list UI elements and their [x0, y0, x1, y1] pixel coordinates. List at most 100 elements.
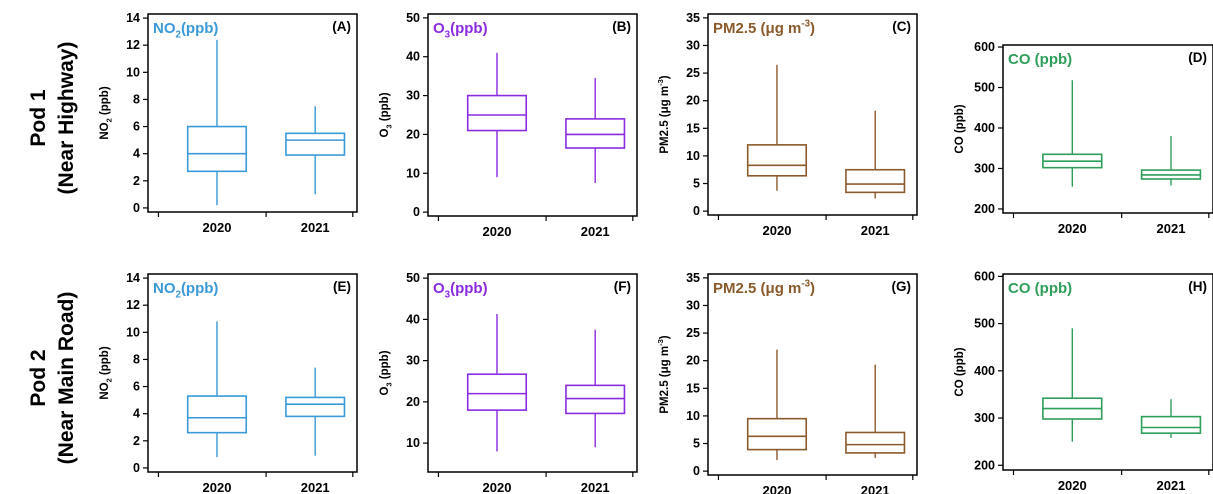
plot-frame — [1002, 273, 1213, 471]
y-axis-label-main: CO (ppb) — [954, 347, 966, 396]
panel-title-subscript: 3 — [445, 30, 451, 41]
x-tick-label-2021: 2021 — [861, 483, 890, 494]
panel-letter: (F) — [614, 279, 631, 294]
y-axis-label-rest: ) — [659, 335, 671, 339]
y-tick-label: 5 — [693, 437, 700, 451]
iqr-box — [285, 396, 346, 418]
iqr-box — [845, 431, 906, 454]
y-tick-label: 400 — [974, 121, 995, 135]
panel-letter: (E) — [333, 279, 351, 294]
y-tick-label: 20 — [406, 395, 420, 409]
box-2020 — [466, 52, 528, 178]
y-axis-label-main: O — [379, 387, 391, 396]
y-tick-label: 30 — [406, 354, 420, 368]
y-axis-label-main: O — [379, 129, 391, 138]
panel-letter: (G) — [892, 279, 912, 294]
y-tick-label: 35 — [686, 271, 700, 285]
panel-title-rest: (ppb) — [450, 280, 487, 297]
plot-frame — [707, 13, 918, 216]
row-label-pod-1: Pod 1 (Near Highway) — [27, 42, 78, 195]
box-2020 — [466, 314, 528, 452]
y-tick-label: 35 — [686, 11, 700, 25]
y-tick-label: 30 — [406, 89, 420, 103]
panel-title: PM2.5 (μg m-3) — [713, 18, 815, 37]
x-tick-label-2021: 2021 — [1157, 221, 1186, 236]
panel-title-superscript: -3 — [801, 278, 810, 289]
x-tick-label-2020: 2020 — [203, 220, 232, 235]
x-tick-label-2021: 2021 — [861, 223, 890, 238]
y-axis-label-subscript: 2 — [104, 118, 113, 122]
x-tick-label-2021: 2021 — [581, 224, 610, 239]
panel-title: NO2(ppb) — [153, 20, 218, 41]
y-tick-label: 4 — [133, 147, 140, 161]
y-axis-label-rest: (ppb) — [379, 92, 391, 124]
box-2020 — [186, 321, 248, 458]
panel-title-rest: (ppb) — [181, 20, 218, 37]
panel-title-main: CO (ppb) — [1008, 51, 1072, 68]
y-tick-label: 50 — [406, 271, 420, 285]
y-axis-label-rest: ) — [659, 75, 671, 79]
y-tick-label: 25 — [686, 326, 700, 340]
plot-frame — [147, 13, 358, 213]
panel-title: CO (ppb) — [1008, 51, 1072, 68]
panel-letter: (B) — [612, 19, 631, 34]
y-tick-label: 10 — [686, 409, 700, 423]
row-label-pod-2-line1: Pod 2 — [27, 349, 50, 406]
box-2021 — [845, 364, 906, 458]
y-tick-label: 40 — [406, 50, 420, 64]
y-tick-label: 15 — [686, 381, 700, 395]
box-2020 — [746, 64, 808, 191]
y-tick-label: 600 — [974, 269, 995, 283]
x-tick-label-2020: 2020 — [483, 480, 512, 494]
panel-title: PM2.5 (μg m-3) — [713, 278, 815, 297]
y-axis-label-subscript: 3 — [384, 124, 393, 128]
y-tick-label: 30 — [686, 298, 700, 312]
y-tick-label: 12 — [126, 298, 140, 312]
y-axis-label: O3 (ppb) — [379, 92, 393, 137]
panel-title-rest: (ppb) — [181, 280, 218, 297]
panel-letter: (H) — [1188, 279, 1207, 294]
iqr-box — [466, 373, 528, 411]
iqr-box — [845, 168, 906, 194]
y-tick-label: 500 — [974, 81, 995, 95]
plot-frame — [1002, 44, 1213, 214]
iqr-box — [186, 395, 248, 434]
plot-frame — [147, 273, 358, 473]
y-axis-label: PM2.5 (μg m-3) — [656, 335, 671, 413]
y-tick-label: 5 — [693, 177, 700, 191]
panel-d: 200 300 400 500 600 2020 2021 (D) CO (ppb) CO (pp… — [954, 40, 1213, 236]
y-tick-label: 0 — [693, 464, 700, 478]
iqr-box — [466, 94, 528, 132]
y-tick-label: 20 — [686, 354, 700, 368]
panel-title: O3(ppb) — [433, 280, 488, 301]
y-tick-label: 2 — [133, 434, 140, 448]
panel-h: 200 300 400 500 600 2020 2021 (H) CO (ppb) CO (pp… — [954, 269, 1213, 493]
y-tick-label: 8 — [133, 92, 140, 106]
y-axis-label: CO (ppb) — [954, 347, 966, 396]
panel-title-main: CO (ppb) — [1008, 280, 1072, 297]
box-2021 — [565, 329, 626, 448]
y-tick-label: 25 — [686, 66, 700, 80]
box-2021 — [845, 110, 906, 199]
x-tick-label-2020: 2020 — [483, 224, 512, 239]
y-axis-label: PM2.5 (μg m-3) — [656, 75, 671, 153]
y-tick-label: 0 — [133, 461, 140, 475]
y-axis-label-main: NO — [99, 382, 111, 399]
box-2020 — [1042, 328, 1103, 442]
y-axis-label-main: PM2.5 (μg m — [659, 346, 671, 414]
plot-frame — [427, 13, 638, 217]
row-label-pod-1-line2: (Near Highway) — [55, 42, 78, 195]
y-axis-label: NO2 (ppb) — [99, 346, 113, 400]
y-tick-label: 0 — [693, 204, 700, 218]
y-tick-label: 14 — [126, 271, 140, 285]
y-axis-label-rest: (ppb) — [379, 350, 391, 382]
y-tick-label: 10 — [406, 436, 420, 450]
panel-title-rest: ) — [810, 20, 815, 37]
